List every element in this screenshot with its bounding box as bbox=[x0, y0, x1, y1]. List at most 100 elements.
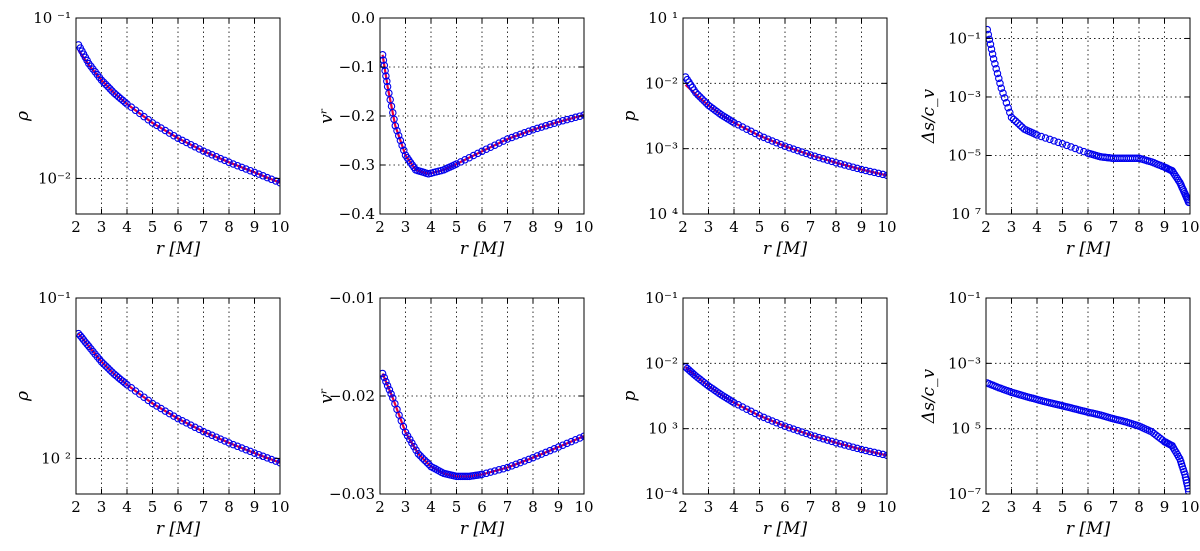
x-tick-label: 5 bbox=[148, 218, 158, 236]
series-line bbox=[77, 49, 280, 184]
data-point bbox=[1000, 94, 1009, 102]
data-point bbox=[119, 377, 127, 385]
data-point bbox=[802, 429, 811, 438]
data-point bbox=[1016, 121, 1024, 129]
data-point bbox=[728, 117, 736, 126]
data-point bbox=[81, 338, 90, 346]
data-point bbox=[478, 147, 486, 156]
data-point bbox=[802, 149, 811, 158]
data-point bbox=[503, 135, 512, 143]
data-point bbox=[398, 141, 406, 150]
y-tick-label: 10 ³ bbox=[648, 420, 678, 438]
data-point bbox=[857, 165, 866, 174]
y-tick-label: 10⁻¹ bbox=[948, 289, 981, 307]
y-tick-label: −0.03 bbox=[329, 485, 375, 503]
data-point bbox=[1183, 194, 1190, 202]
data-point bbox=[866, 167, 874, 176]
data-point bbox=[849, 443, 857, 451]
y-axis-label: ρ bbox=[13, 111, 33, 122]
data-point bbox=[1172, 172, 1180, 181]
data-point bbox=[486, 468, 495, 476]
x-tick-label: 6 bbox=[477, 498, 487, 516]
data-point bbox=[870, 168, 879, 177]
x-tick-label: 3 bbox=[97, 218, 107, 236]
data-point bbox=[563, 115, 571, 124]
data-point bbox=[760, 133, 768, 142]
x-tick-label: 2 bbox=[981, 218, 991, 236]
y-tick-label: 10⁻¹ bbox=[645, 289, 678, 307]
data-point bbox=[694, 91, 702, 99]
x-tick-label: 5 bbox=[452, 498, 462, 516]
data-point bbox=[161, 407, 170, 415]
x-tick-label: 9 bbox=[250, 498, 260, 516]
x-tick-label: 8 bbox=[1134, 498, 1144, 516]
x-tick-label: 6 bbox=[173, 498, 183, 516]
y-tick-label: 10⁻¹ bbox=[38, 289, 71, 307]
x-tick-label: 8 bbox=[528, 218, 538, 236]
data-point bbox=[410, 442, 418, 451]
data-point bbox=[422, 169, 431, 177]
data-point bbox=[700, 378, 709, 387]
data-point bbox=[153, 402, 161, 410]
x-tick-label: 6 bbox=[1083, 498, 1093, 516]
data-point bbox=[106, 366, 114, 374]
data-point bbox=[986, 25, 992, 34]
data-point bbox=[516, 458, 525, 467]
data-point bbox=[259, 172, 267, 180]
data-point bbox=[1133, 421, 1141, 430]
data-point bbox=[879, 170, 887, 179]
x-tick-label: 4 bbox=[122, 218, 132, 236]
x-tick-label: 10 bbox=[574, 218, 593, 236]
data-point bbox=[459, 472, 467, 481]
data-point bbox=[1080, 147, 1088, 156]
panel-p_bottom: 2 3 4 5 6 7 8 9 10 10⁻⁴ 10 ³ 10⁻² 10⁻¹ r [M] p bbox=[620, 289, 897, 539]
x-axis-label: r [M] bbox=[1066, 519, 1111, 539]
x-axis-label: r [M] bbox=[460, 239, 505, 259]
data-point bbox=[853, 444, 862, 453]
data-point bbox=[986, 40, 995, 49]
x-tick-label: 7 bbox=[199, 218, 209, 236]
y-tick-label: 10⁻³ bbox=[948, 88, 981, 106]
data-point bbox=[144, 396, 153, 405]
data-point bbox=[1183, 481, 1190, 490]
x-tick-label: 7 bbox=[806, 218, 816, 236]
data-point bbox=[383, 77, 391, 86]
data-point bbox=[836, 440, 845, 448]
data-point bbox=[781, 142, 789, 150]
data-point bbox=[482, 469, 491, 478]
series-line bbox=[684, 83, 887, 177]
x-tick-label: 10 bbox=[877, 498, 896, 516]
data-point bbox=[571, 113, 580, 122]
data-point bbox=[195, 145, 204, 153]
x-tick-label: 5 bbox=[755, 498, 765, 516]
data-point bbox=[1183, 195, 1190, 204]
data-point bbox=[381, 66, 389, 75]
data-point bbox=[457, 158, 465, 166]
data-point bbox=[491, 141, 499, 149]
data-point bbox=[832, 158, 840, 167]
x-tick-label: 9 bbox=[1160, 218, 1170, 236]
y-tick-label: 10⁻³ bbox=[645, 140, 678, 158]
data-point bbox=[1007, 113, 1016, 122]
series-group bbox=[986, 25, 1190, 207]
data-point bbox=[537, 123, 546, 131]
data-point bbox=[747, 127, 755, 136]
x-tick-label: 8 bbox=[831, 218, 841, 236]
data-point bbox=[988, 50, 997, 58]
data-point bbox=[216, 435, 225, 443]
x-tick-label: 2 bbox=[71, 498, 81, 516]
x-tick-label: 6 bbox=[477, 218, 487, 236]
data-point bbox=[991, 60, 999, 68]
y-tick-label: −0.4 bbox=[339, 205, 375, 223]
y-tick-label: 10 ⁷ bbox=[951, 205, 981, 223]
x-axis-label: r [M] bbox=[460, 519, 505, 539]
data-point bbox=[1063, 141, 1071, 150]
data-point bbox=[743, 125, 751, 133]
y-tick-label: 10⁻¹ bbox=[948, 29, 981, 47]
x-tick-label: 5 bbox=[755, 218, 765, 236]
data-point bbox=[406, 435, 414, 444]
data-point bbox=[546, 446, 554, 455]
data-point bbox=[849, 163, 857, 171]
data-point bbox=[554, 118, 563, 126]
x-tick-label: 3 bbox=[1007, 498, 1017, 516]
